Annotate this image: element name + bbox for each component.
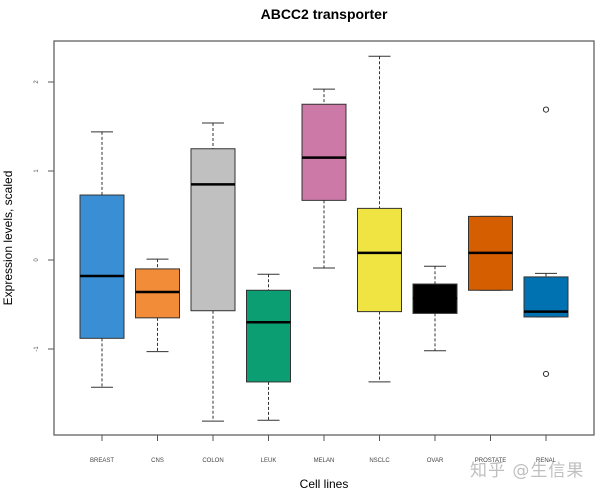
y-axis-label: Expression levels, scaled (1, 171, 15, 306)
iqr-box (523, 276, 569, 318)
boxes (79, 55, 569, 422)
outlier-point (542, 106, 550, 113)
x-tick-label: CNS (151, 458, 164, 464)
x-axis-label: Cell lines (300, 477, 349, 491)
y-tick-label: 0 (34, 258, 40, 262)
y-axis: -1 0 1 2 (34, 80, 54, 352)
box-colon (190, 122, 236, 422)
x-tick-label: BREAST (90, 458, 114, 464)
x-tick-label: PROSTATE (475, 458, 506, 464)
iqr-box (79, 194, 125, 339)
box-breast (79, 131, 125, 388)
iqr-box (301, 103, 347, 201)
y-tick-label: 1 (34, 169, 40, 173)
y-tick-label: -1 (34, 346, 40, 352)
iqr-box (246, 289, 291, 383)
watermark: 知乎 @生信果 (470, 461, 585, 481)
x-tick-label: MELAN (314, 458, 335, 464)
x-tick-label: LEUK (261, 458, 277, 464)
iqr-box (190, 148, 236, 312)
chart-title: ABCC2 transporter (261, 6, 388, 22)
box-nsclc (357, 55, 402, 383)
x-tick-label: COLON (202, 458, 223, 464)
x-tick-label: NSCLC (369, 458, 390, 464)
x-axis: BREAST CNS COLON LEUK MELAN NSCLC OVAR PROSTATE… (90, 435, 557, 464)
iqr-box (357, 207, 402, 313)
box-melan (301, 88, 347, 269)
outlier-point (542, 370, 550, 378)
box-ovar (412, 265, 458, 352)
box-renal (523, 106, 569, 378)
x-tick-label: RENAL (536, 458, 557, 464)
box-prostate (468, 215, 513, 291)
y-tick-label: 2 (34, 80, 40, 84)
box-leuk (246, 273, 291, 421)
box-cns (135, 258, 180, 353)
x-tick-label: OVAR (427, 458, 444, 464)
iqr-box (135, 268, 180, 319)
